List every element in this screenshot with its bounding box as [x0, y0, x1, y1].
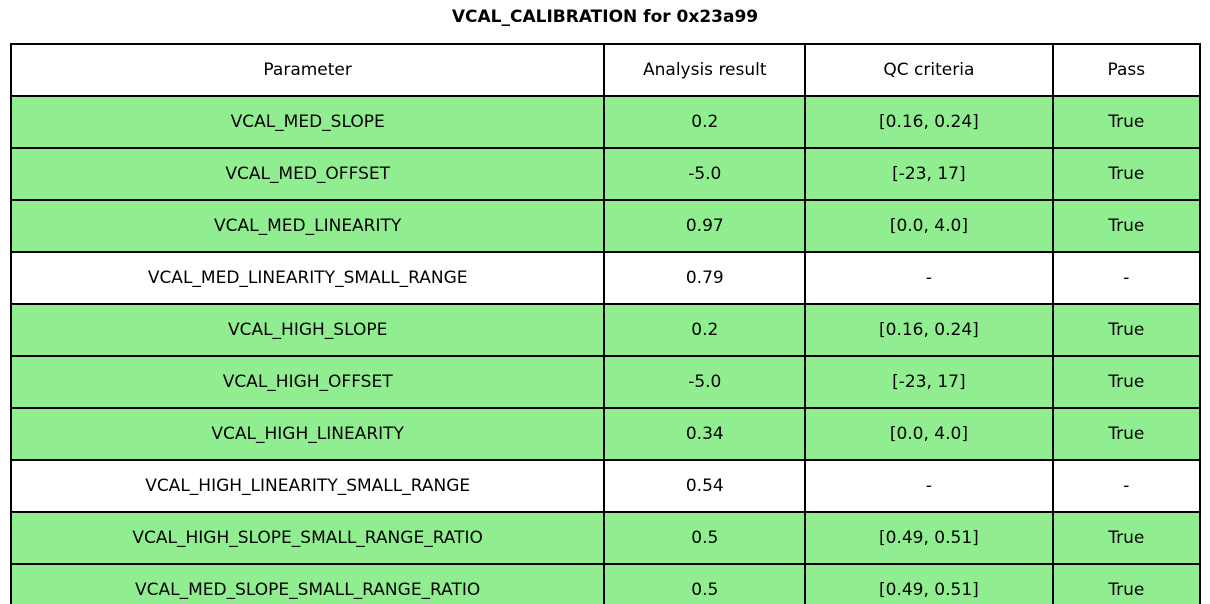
parameter-cell: VCAL_HIGH_LINEARITY_SMALL_RANGE	[9, 459, 606, 513]
qc-criteria-cell: [0.0, 4.0]	[804, 407, 1054, 461]
table-row: VCAL_MED_SLOPE_SMALL_RANGE_RATIO 0.5 [0.49…	[9, 563, 1202, 604]
qc-criteria-cell: [0.16, 0.24]	[804, 303, 1054, 357]
qc-criteria-column-header: QC criteria	[804, 43, 1054, 97]
qc-results-table: Parameter Analysis result QC criteria Pa…	[9, 43, 1202, 604]
pass-cell: True	[1051, 147, 1202, 201]
pass-cell: True	[1051, 563, 1202, 604]
table-row: VCAL_HIGH_SLOPE 0.2 [0.16, 0.24] True	[9, 303, 1202, 357]
analysis-result-cell: -5.0	[603, 147, 807, 201]
table-row: VCAL_HIGH_SLOPE_SMALL_RANGE_RATIO 0.5 [0.4…	[9, 511, 1202, 565]
analysis-result-cell: 0.5	[603, 511, 807, 565]
parameter-cell: VCAL_HIGH_SLOPE_SMALL_RANGE_RATIO	[9, 511, 606, 565]
analysis-result-cell: 0.34	[603, 407, 807, 461]
parameter-cell: VCAL_MED_SLOPE_SMALL_RANGE_RATIO	[9, 563, 606, 604]
qc-criteria-cell: -	[804, 251, 1054, 305]
table-header-row: Parameter Analysis result QC criteria Pa…	[9, 43, 1202, 97]
analysis-result-cell: 0.79	[603, 251, 807, 305]
qc-criteria-cell: [-23, 17]	[804, 147, 1054, 201]
qc-criteria-cell: [0.49, 0.51]	[804, 511, 1054, 565]
pass-cell: True	[1051, 95, 1202, 149]
qc-criteria-cell: -	[804, 459, 1054, 513]
pass-cell: True	[1051, 303, 1202, 357]
parameter-column-header: Parameter	[9, 43, 606, 97]
table-row: VCAL_MED_SLOPE 0.2 [0.16, 0.24] True	[9, 95, 1202, 149]
analysis-result-column-header: Analysis result	[603, 43, 807, 97]
analysis-result-cell: 0.97	[603, 199, 807, 253]
analysis-result-cell: 0.2	[603, 95, 807, 149]
table-body: VCAL_MED_SLOPE 0.2 [0.16, 0.24] True VCAL_ME…	[9, 95, 1202, 604]
pass-cell: -	[1051, 251, 1202, 305]
qc-criteria-cell: [0.0, 4.0]	[804, 199, 1054, 253]
pass-cell: True	[1051, 511, 1202, 565]
page-title: VCAL_CALIBRATION for 0x23a99	[451, 7, 759, 27]
pass-cell: -	[1051, 459, 1202, 513]
table-row: VCAL_HIGH_LINEARITY 0.34 [0.0, 4.0] True	[9, 407, 1202, 461]
parameter-cell: VCAL_HIGH_OFFSET	[9, 355, 606, 409]
pass-cell: True	[1051, 355, 1202, 409]
analysis-result-cell: 0.2	[603, 303, 807, 357]
table-row: VCAL_MED_LINEARITY 0.97 [0.0, 4.0] True	[9, 199, 1202, 253]
pass-cell: True	[1051, 199, 1202, 253]
analysis-result-cell: 0.5	[603, 563, 807, 604]
parameter-cell: VCAL_HIGH_SLOPE	[9, 303, 606, 357]
parameter-cell: VCAL_MED_LINEARITY	[9, 199, 606, 253]
parameter-cell: VCAL_HIGH_LINEARITY	[9, 407, 606, 461]
table-row: VCAL_MED_LINEARITY_SMALL_RANGE 0.79- -	[9, 251, 1202, 305]
pass-cell: True	[1051, 407, 1202, 461]
table-row: VCAL_HIGH_OFFSET -5.0 [-23, 17] True	[9, 355, 1202, 409]
table-row: VCAL_HIGH_LINEARITY_SMALL_RANGE 0.54- -	[9, 459, 1202, 513]
parameter-cell: VCAL_MED_OFFSET	[9, 147, 606, 201]
analysis-result-cell: -5.0	[603, 355, 807, 409]
qc-criteria-cell: [0.49, 0.51]	[804, 563, 1054, 604]
analysis-result-cell: 0.54	[603, 459, 807, 513]
table-row: VCAL_MED_OFFSET -5.0 [-23, 17] True	[9, 147, 1202, 201]
pass-column-header: Pass	[1051, 43, 1202, 97]
parameter-cell: VCAL_MED_SLOPE	[9, 95, 606, 149]
qc-criteria-cell: [-23, 17]	[804, 355, 1054, 409]
parameter-cell: VCAL_MED_LINEARITY_SMALL_RANGE	[9, 251, 606, 305]
qc-criteria-cell: [0.16, 0.24]	[804, 95, 1054, 149]
